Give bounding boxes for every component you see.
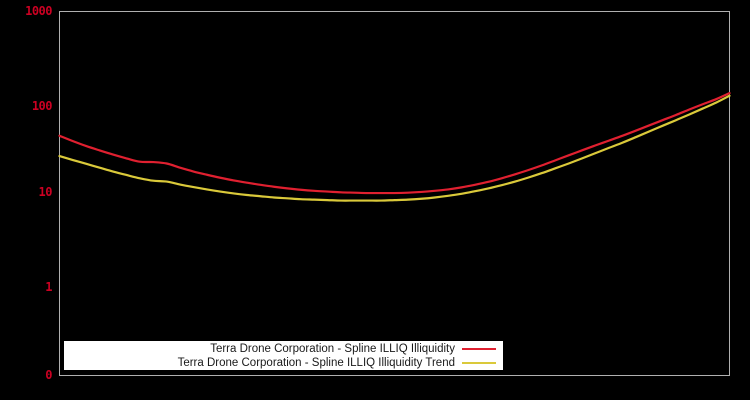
y-axis-tick-100: 100 bbox=[31, 99, 53, 113]
legend-color-swatch-illiquidity-trend bbox=[462, 362, 496, 364]
y-axis-tick-10: 10 bbox=[38, 185, 53, 199]
series-line-0 bbox=[58, 92, 731, 195]
y-axis-tick-1000: 1000 bbox=[25, 4, 52, 18]
legend-item-illiquidity[interactable]: Terra Drone Corporation - Spline ILLIQ I… bbox=[64, 342, 503, 356]
legend-color-swatch-illiquidity bbox=[462, 348, 496, 350]
y-axis-tick-1: 1 bbox=[45, 280, 52, 294]
series-layer bbox=[58, 92, 731, 202]
legend-label-illiquidity-trend: Terra Drone Corporation - Spline ILLIQ I… bbox=[177, 357, 455, 369]
legend-label-illiquidity: Terra Drone Corporation - Spline ILLIQ I… bbox=[210, 343, 455, 355]
legend-item-illiquidity-trend[interactable]: Terra Drone Corporation - Spline ILLIQ I… bbox=[64, 356, 503, 370]
chart-legend: Terra Drone Corporation - Spline ILLIQ I… bbox=[64, 341, 503, 370]
series-line-1 bbox=[58, 94, 731, 202]
plot-frame bbox=[59, 11, 730, 376]
y-axis-tick-0: 0 bbox=[45, 368, 52, 382]
